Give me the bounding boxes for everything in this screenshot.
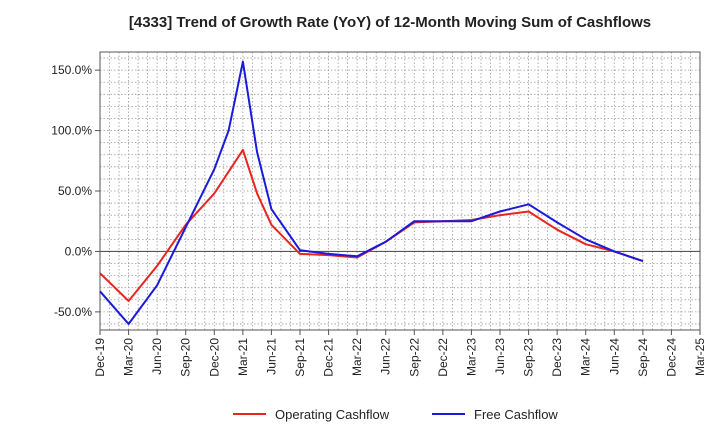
x-tick-label: Sep-22	[407, 338, 421, 377]
x-tick-label: Jun-23	[493, 338, 507, 375]
y-tick-label: -50.0%	[54, 305, 92, 319]
x-tick-label: Dec-22	[436, 338, 450, 377]
grid	[99, 52, 701, 330]
plot-area	[100, 52, 700, 330]
x-tick-label: Dec-23	[550, 338, 564, 377]
x-tick-label: Jun-20	[150, 338, 164, 375]
x-tick-label: Mar-23	[464, 338, 478, 376]
x-tick-label: Dec-19	[93, 338, 107, 377]
series-group	[99, 60, 644, 325]
x-tick-label: Dec-20	[207, 338, 221, 377]
x-tick-label: Dec-24	[664, 338, 678, 377]
y-tick-label: 0.0%	[65, 244, 93, 258]
y-tick-label: 50.0%	[58, 184, 92, 198]
x-tick-label: Mar-25	[693, 338, 707, 376]
legend-label-operating-cashflow: Operating Cashflow	[275, 407, 390, 422]
x-tick-label: Jun-22	[379, 338, 393, 375]
x-tick-label: Sep-21	[293, 338, 307, 377]
legend: Operating Cashflow Free Cashflow	[233, 407, 558, 422]
axes: -50.0% 0.0% 50.0% 100.0% 150.0% Dec-19 Mar-20 J…	[51, 51, 707, 377]
x-tick-label: Mar-24	[579, 338, 593, 376]
chart-title: [4333] Trend of Growth Rate (YoY) of 12-…	[129, 14, 651, 31]
y-tick-label: 100.0%	[51, 124, 92, 138]
y-tick-label: 150.0%	[51, 63, 92, 77]
x-tick-label: Jun-24	[607, 338, 621, 375]
series-line-free-cashflow	[99, 60, 644, 325]
x-tick-label: Dec-21	[322, 338, 336, 377]
x-tick-label: Mar-21	[236, 338, 250, 376]
x-tick-label: Sep-24	[636, 338, 650, 377]
x-tick-label: Mar-22	[350, 338, 364, 376]
x-tick-label: Sep-20	[179, 338, 193, 377]
x-tick-label: Mar-20	[122, 338, 136, 376]
x-tick-label: Jun-21	[264, 338, 278, 375]
series-line-operating-cashflow	[99, 148, 644, 302]
x-tick-label: Sep-23	[522, 338, 536, 377]
legend-label-free-cashflow: Free Cashflow	[474, 407, 558, 422]
